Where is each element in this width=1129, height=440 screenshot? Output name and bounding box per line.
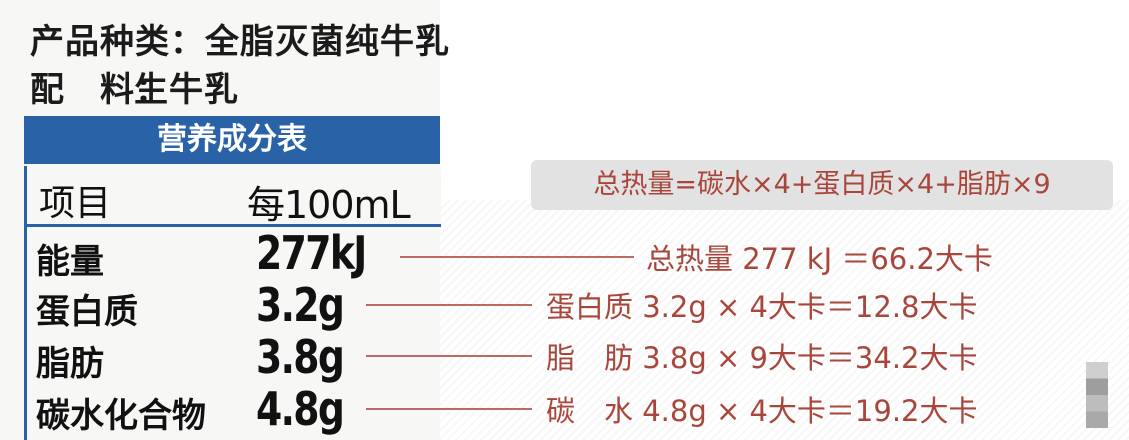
product-type: 产品种类：全脂灭菌纯牛乳: [30, 22, 450, 62]
nutrient-name-protein: 蛋白质: [36, 292, 138, 332]
calorie-formula: 总热量=碳水×4+蛋白质×4+脂肪×9: [531, 160, 1113, 210]
nutrient-value-fat: 3.8g: [256, 330, 345, 384]
table-body: [24, 226, 441, 440]
ingredients-line: 配 料：生牛乳: [30, 62, 239, 111]
nutrient-name-carbs: 碳水化合物: [36, 396, 206, 436]
table-title: 营养成分表: [24, 116, 440, 164]
nutrient-value-energy: 277kJ: [256, 226, 367, 280]
connector-line-carbs: [366, 408, 532, 410]
nutrient-name-fat: 脂肪: [36, 344, 104, 384]
connector-line-protein: [366, 304, 532, 306]
connector-line-energy: [400, 256, 634, 258]
connector-line-fat: [366, 355, 532, 357]
column-item: 项目: [39, 183, 112, 224]
calc-protein: 蛋白质 3.2g × 4大卡＝12.8大卡: [546, 290, 978, 324]
ingredients-key: 配 料：: [30, 70, 170, 110]
pixelated-watermark: [1086, 362, 1108, 428]
nutrient-value-carbs: 4.8g: [256, 382, 345, 436]
calc-carbs: 碳 水 4.8g × 4大卡＝19.2大卡: [546, 394, 978, 428]
table-header-row: 项目 每100mL: [24, 166, 441, 227]
calc-fat: 脂 肪 3.8g × 9大卡＝34.2大卡: [546, 341, 978, 375]
ingredients-value: 生牛乳: [134, 70, 239, 110]
nutrient-name-energy: 能量: [36, 242, 104, 282]
column-per-100ml: 每100mL: [247, 183, 411, 227]
nutrition-label-photo: 产品种类：全脂灭菌纯牛乳 配 料：生牛乳 营养成分表 项目 每100mL 能量 …: [0, 0, 449, 440]
background-texture: [440, 200, 1129, 440]
calc-energy: 总热量 277 kJ ＝66.2大卡: [646, 242, 993, 276]
nutrient-value-protein: 3.2g: [256, 278, 345, 332]
